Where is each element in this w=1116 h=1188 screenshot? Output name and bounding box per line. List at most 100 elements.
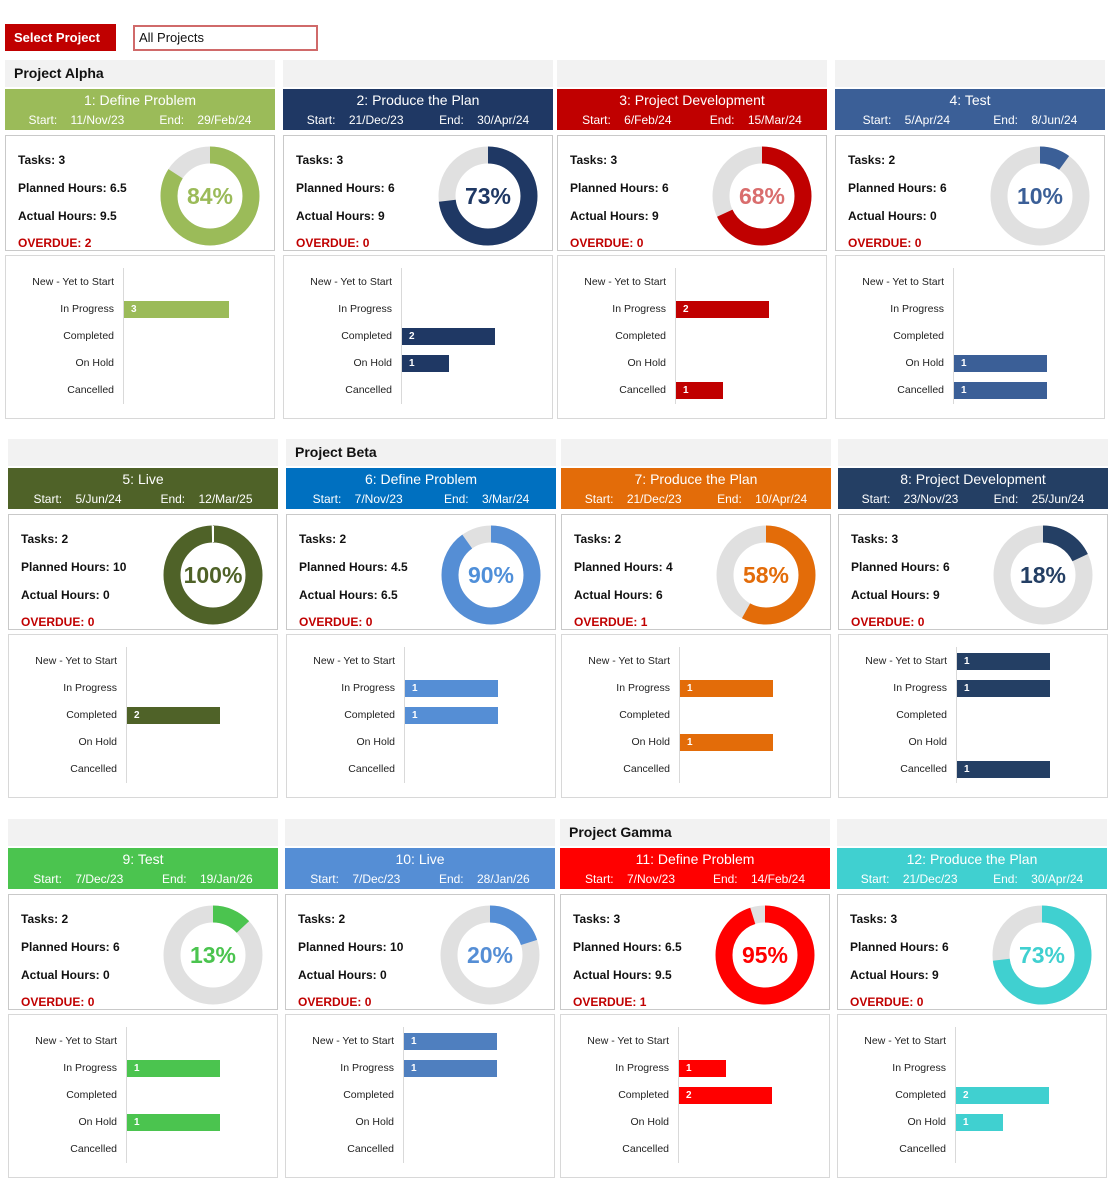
project-card: 10: Live Start: 7/Dec/23 End: 28/Jan/26 …	[285, 848, 555, 1178]
tasks-label: Tasks:	[574, 532, 615, 546]
end-label: End:	[712, 872, 738, 886]
actual-label: Actual Hours:	[851, 588, 934, 602]
status-bar: 2	[956, 1087, 1049, 1104]
planned-value: 10	[113, 560, 127, 574]
group-title: Project Beta	[286, 439, 556, 466]
status-bar: 1	[954, 382, 1047, 399]
card-dates: Start: 7/Dec/23 End: 19/Jan/26	[8, 872, 278, 886]
status-bar-chart: New - Yet to Start In Progress 1 Completed O…	[8, 1014, 278, 1178]
start-date: 5/Apr/24	[904, 113, 951, 127]
donut-progress-arc	[990, 146, 1090, 246]
progress-donut: 84%	[160, 146, 260, 246]
overdue-value: 0	[87, 995, 95, 1009]
end-date: 12/Mar/25	[198, 492, 253, 506]
select-project-button[interactable]: Select Project	[5, 24, 116, 51]
start-date: 5/Jun/24	[75, 492, 122, 506]
end-date: 10/Apr/24	[755, 492, 808, 506]
card-header: 4: Test Start: 5/Apr/24 End: 8/Jun/24	[835, 89, 1105, 130]
tasks-label: Tasks:	[851, 532, 892, 546]
overdue-value: 0	[364, 995, 372, 1009]
actual-hours-stat: Actual Hours: 6.5	[299, 588, 398, 602]
card-dates: Start: 7/Nov/23 End: 3/Mar/24	[286, 492, 556, 506]
chart-axis	[123, 268, 124, 404]
chart-axis	[404, 647, 405, 783]
actual-label: Actual Hours:	[21, 968, 104, 982]
tasks-stat: Tasks: 2	[298, 912, 345, 926]
status-bar: 1	[404, 1060, 497, 1077]
status-label: Cancelled	[900, 763, 947, 775]
status-label: In Progress	[63, 682, 117, 694]
donut-svg	[440, 905, 540, 1005]
card-title: 4: Test	[949, 92, 991, 108]
planned-value: 10	[390, 940, 404, 954]
card-dates: Start: 11/Nov/23 End: 29/Feb/24	[5, 113, 275, 127]
progress-donut: 95%	[715, 905, 815, 1005]
actual-value: 9	[378, 209, 385, 223]
actual-hours-stat: Actual Hours: 9	[850, 968, 939, 982]
status-label: Completed	[344, 709, 395, 721]
overdue-label: OVERDUE:	[18, 236, 85, 250]
donut-svg	[441, 525, 541, 625]
start-label: Start:	[306, 113, 336, 127]
project-select-input[interactable]: All Projects	[133, 25, 318, 51]
tasks-stat: Tasks: 3	[850, 912, 897, 926]
group-title-bar	[283, 60, 553, 87]
actual-hours-stat: Actual Hours: 9.5	[573, 968, 672, 982]
actual-label: Actual Hours:	[296, 209, 379, 223]
stats-panel: Tasks: 3 Planned Hours: 6 Actual Hours: …	[283, 135, 553, 251]
status-label: In Progress	[892, 1062, 946, 1074]
card-header: 8: Project Development Start: 23/Nov/23 …	[838, 468, 1108, 509]
tasks-value: 2	[339, 532, 347, 546]
planned-value: 6	[942, 940, 949, 954]
status-label: Completed	[343, 1089, 394, 1101]
chart-axis	[401, 268, 402, 404]
chart-axis	[126, 647, 127, 783]
planned-label: Planned Hours:	[851, 560, 944, 574]
status-bar: 1	[404, 1033, 497, 1050]
status-bar: 2	[402, 328, 495, 345]
project-card: 8: Project Development Start: 23/Nov/23 …	[838, 468, 1108, 798]
card-header: 12: Produce the Plan Start: 21/Dec/23 En…	[837, 848, 1107, 889]
status-bar: 1	[405, 680, 498, 697]
percent-complete: 10%	[1016, 183, 1064, 209]
actual-value: 6	[656, 588, 663, 602]
overdue-stat: OVERDUE: 0	[570, 236, 643, 250]
status-label: Cancelled	[347, 1143, 394, 1155]
tasks-stat: Tasks: 2	[21, 912, 68, 926]
project-card: 2: Produce the Plan Start: 21/Dec/23 End…	[283, 89, 553, 419]
percent-complete: 73%	[464, 183, 512, 209]
chart-axis	[956, 647, 957, 783]
actual-hours-stat: Actual Hours: 9	[851, 588, 940, 602]
overdue-stat: OVERDUE: 1	[573, 995, 646, 1009]
overdue-stat: OVERDUE: 0	[299, 615, 372, 629]
progress-donut: 73%	[992, 905, 1092, 1005]
start-date: 21/Dec/23	[626, 492, 682, 506]
overdue-value: 0	[917, 615, 925, 629]
end-label: End:	[993, 872, 1018, 886]
end-label: End:	[161, 872, 187, 886]
stats-panel: Tasks: 2 Planned Hours: 6 Actual Hours: …	[8, 894, 278, 1010]
end-date: 8/Jun/24	[1031, 113, 1078, 127]
card-dates: Start: 7/Nov/23 End: 14/Feb/24	[560, 872, 830, 886]
card-dates: Start: 21/Dec/23 End: 10/Apr/24	[561, 492, 831, 506]
start-date: 11/Nov/23	[70, 113, 125, 127]
planned-label: Planned Hours:	[298, 940, 391, 954]
tasks-label: Tasks:	[18, 153, 59, 167]
start-label: Start:	[584, 492, 614, 506]
overdue-stat: OVERDUE: 0	[850, 995, 923, 1009]
tasks-stat: Tasks: 2	[574, 532, 621, 546]
start-date: 7/Nov/23	[354, 492, 403, 506]
group-title-bar	[8, 819, 278, 846]
start-label: Start:	[28, 113, 58, 127]
overdue-label: OVERDUE:	[299, 615, 366, 629]
end-date: 15/Mar/24	[747, 113, 802, 127]
card-title: 1: Define Problem	[83, 92, 197, 108]
status-bar: 1	[956, 1114, 1003, 1131]
progress-donut: 100%	[163, 525, 263, 625]
tasks-label: Tasks:	[21, 912, 62, 926]
tasks-label: Tasks:	[21, 532, 62, 546]
donut-svg	[438, 146, 538, 246]
status-bar: 1	[957, 761, 1050, 778]
planned-label: Planned Hours:	[573, 940, 666, 954]
end-label: End:	[159, 113, 185, 127]
